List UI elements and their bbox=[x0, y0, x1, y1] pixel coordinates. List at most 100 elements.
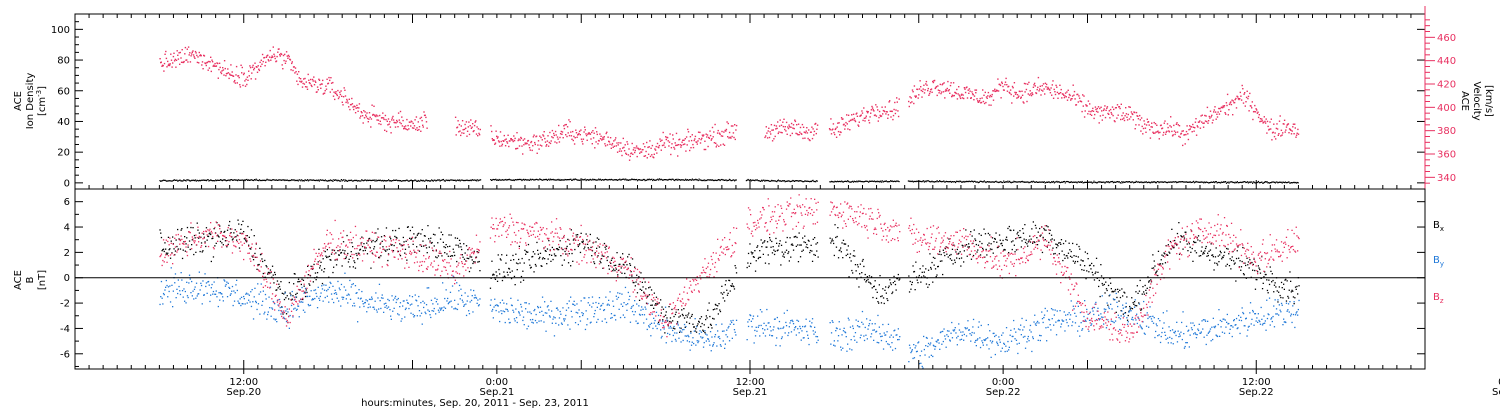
bx-point bbox=[220, 230, 222, 233]
bx-point bbox=[496, 280, 499, 282]
velocity-point bbox=[1033, 82, 1036, 85]
velocity-point bbox=[307, 73, 309, 76]
bx-point bbox=[832, 240, 834, 242]
bx-point bbox=[764, 240, 766, 242]
bx-point bbox=[1123, 291, 1125, 293]
velocity-point bbox=[990, 104, 992, 106]
bx-point bbox=[993, 241, 995, 243]
bx-point bbox=[242, 220, 244, 222]
by-point bbox=[349, 298, 352, 300]
density-point bbox=[955, 180, 958, 182]
density-point bbox=[685, 179, 688, 181]
velocity-point bbox=[325, 88, 328, 90]
velocity-point bbox=[921, 96, 923, 98]
by-point bbox=[357, 297, 359, 299]
density-point bbox=[876, 180, 878, 182]
density-point bbox=[677, 178, 679, 180]
density-point bbox=[688, 179, 690, 181]
bx-point bbox=[506, 254, 508, 256]
velocity-point bbox=[567, 132, 569, 134]
bx-point bbox=[844, 243, 846, 245]
velocity-point bbox=[343, 87, 345, 89]
velocity-point bbox=[955, 92, 957, 95]
bx-point bbox=[646, 296, 648, 298]
density-point bbox=[423, 180, 425, 182]
velocity-point bbox=[192, 54, 195, 56]
velocity-point bbox=[718, 132, 721, 134]
by-point bbox=[226, 296, 229, 298]
density-point bbox=[925, 181, 927, 183]
density-point bbox=[551, 179, 553, 181]
density-point bbox=[879, 180, 882, 182]
velocity-point bbox=[1016, 97, 1018, 99]
velocity-point bbox=[1033, 84, 1035, 86]
velocity-point bbox=[409, 121, 411, 123]
velocity-point bbox=[696, 141, 698, 143]
by-point bbox=[413, 315, 416, 317]
velocity-point bbox=[993, 90, 995, 92]
velocity-point bbox=[1266, 132, 1268, 134]
bx-point bbox=[1271, 273, 1273, 275]
velocity-point bbox=[1221, 107, 1224, 109]
bx-point bbox=[817, 256, 819, 258]
velocity-point bbox=[1043, 88, 1045, 90]
density-point bbox=[967, 181, 969, 183]
density-point bbox=[1106, 181, 1109, 183]
bx-point bbox=[529, 264, 531, 266]
density-point bbox=[1168, 181, 1170, 183]
velocity-point bbox=[591, 131, 593, 134]
by-point bbox=[274, 319, 276, 321]
density-point bbox=[840, 181, 842, 183]
velocity-point bbox=[549, 142, 552, 145]
velocity-point bbox=[605, 132, 607, 135]
velocity-point bbox=[491, 138, 493, 140]
bx-point bbox=[292, 295, 294, 297]
bx-point bbox=[1089, 264, 1091, 266]
velocity-point bbox=[929, 91, 931, 93]
velocity-point bbox=[504, 139, 506, 141]
density-point bbox=[373, 179, 375, 181]
velocity-point bbox=[1089, 103, 1091, 105]
bx-point bbox=[925, 283, 928, 285]
density-point bbox=[869, 180, 871, 182]
velocity-point bbox=[1128, 106, 1130, 108]
density-point bbox=[545, 178, 547, 180]
velocity-point bbox=[230, 64, 232, 66]
velocity-point bbox=[304, 86, 307, 88]
density-point bbox=[593, 179, 595, 181]
bx-point bbox=[979, 240, 981, 243]
velocity-point bbox=[585, 133, 587, 135]
density-point bbox=[869, 180, 871, 182]
bx-point bbox=[657, 321, 660, 323]
density-point bbox=[442, 179, 444, 181]
velocity-point bbox=[1294, 123, 1296, 125]
density-point bbox=[528, 179, 531, 181]
velocity-point bbox=[201, 64, 203, 66]
bx-point bbox=[864, 273, 866, 276]
density-point bbox=[1121, 181, 1123, 183]
velocity-point bbox=[609, 143, 611, 145]
density-point bbox=[1076, 182, 1078, 184]
density-point bbox=[1112, 182, 1114, 184]
bx-point bbox=[889, 282, 892, 284]
velocity-point bbox=[734, 124, 736, 126]
bx-point bbox=[1216, 262, 1218, 265]
velocity-point bbox=[554, 130, 557, 133]
bx-point bbox=[1046, 246, 1048, 248]
bx-point bbox=[584, 246, 586, 248]
velocity-point bbox=[511, 139, 514, 141]
bx-point bbox=[593, 261, 595, 263]
bx-point bbox=[1055, 247, 1058, 249]
by-point bbox=[350, 286, 352, 288]
density-point bbox=[181, 180, 183, 182]
bx-point bbox=[1208, 250, 1210, 252]
density-point bbox=[908, 180, 910, 182]
density-point bbox=[587, 179, 589, 181]
density-point bbox=[249, 179, 251, 181]
density-point bbox=[1245, 181, 1247, 184]
bx-point bbox=[1288, 289, 1290, 291]
density-point bbox=[176, 179, 178, 181]
velocity-point bbox=[396, 119, 398, 122]
by-point bbox=[236, 289, 238, 292]
velocity-point bbox=[163, 70, 165, 72]
